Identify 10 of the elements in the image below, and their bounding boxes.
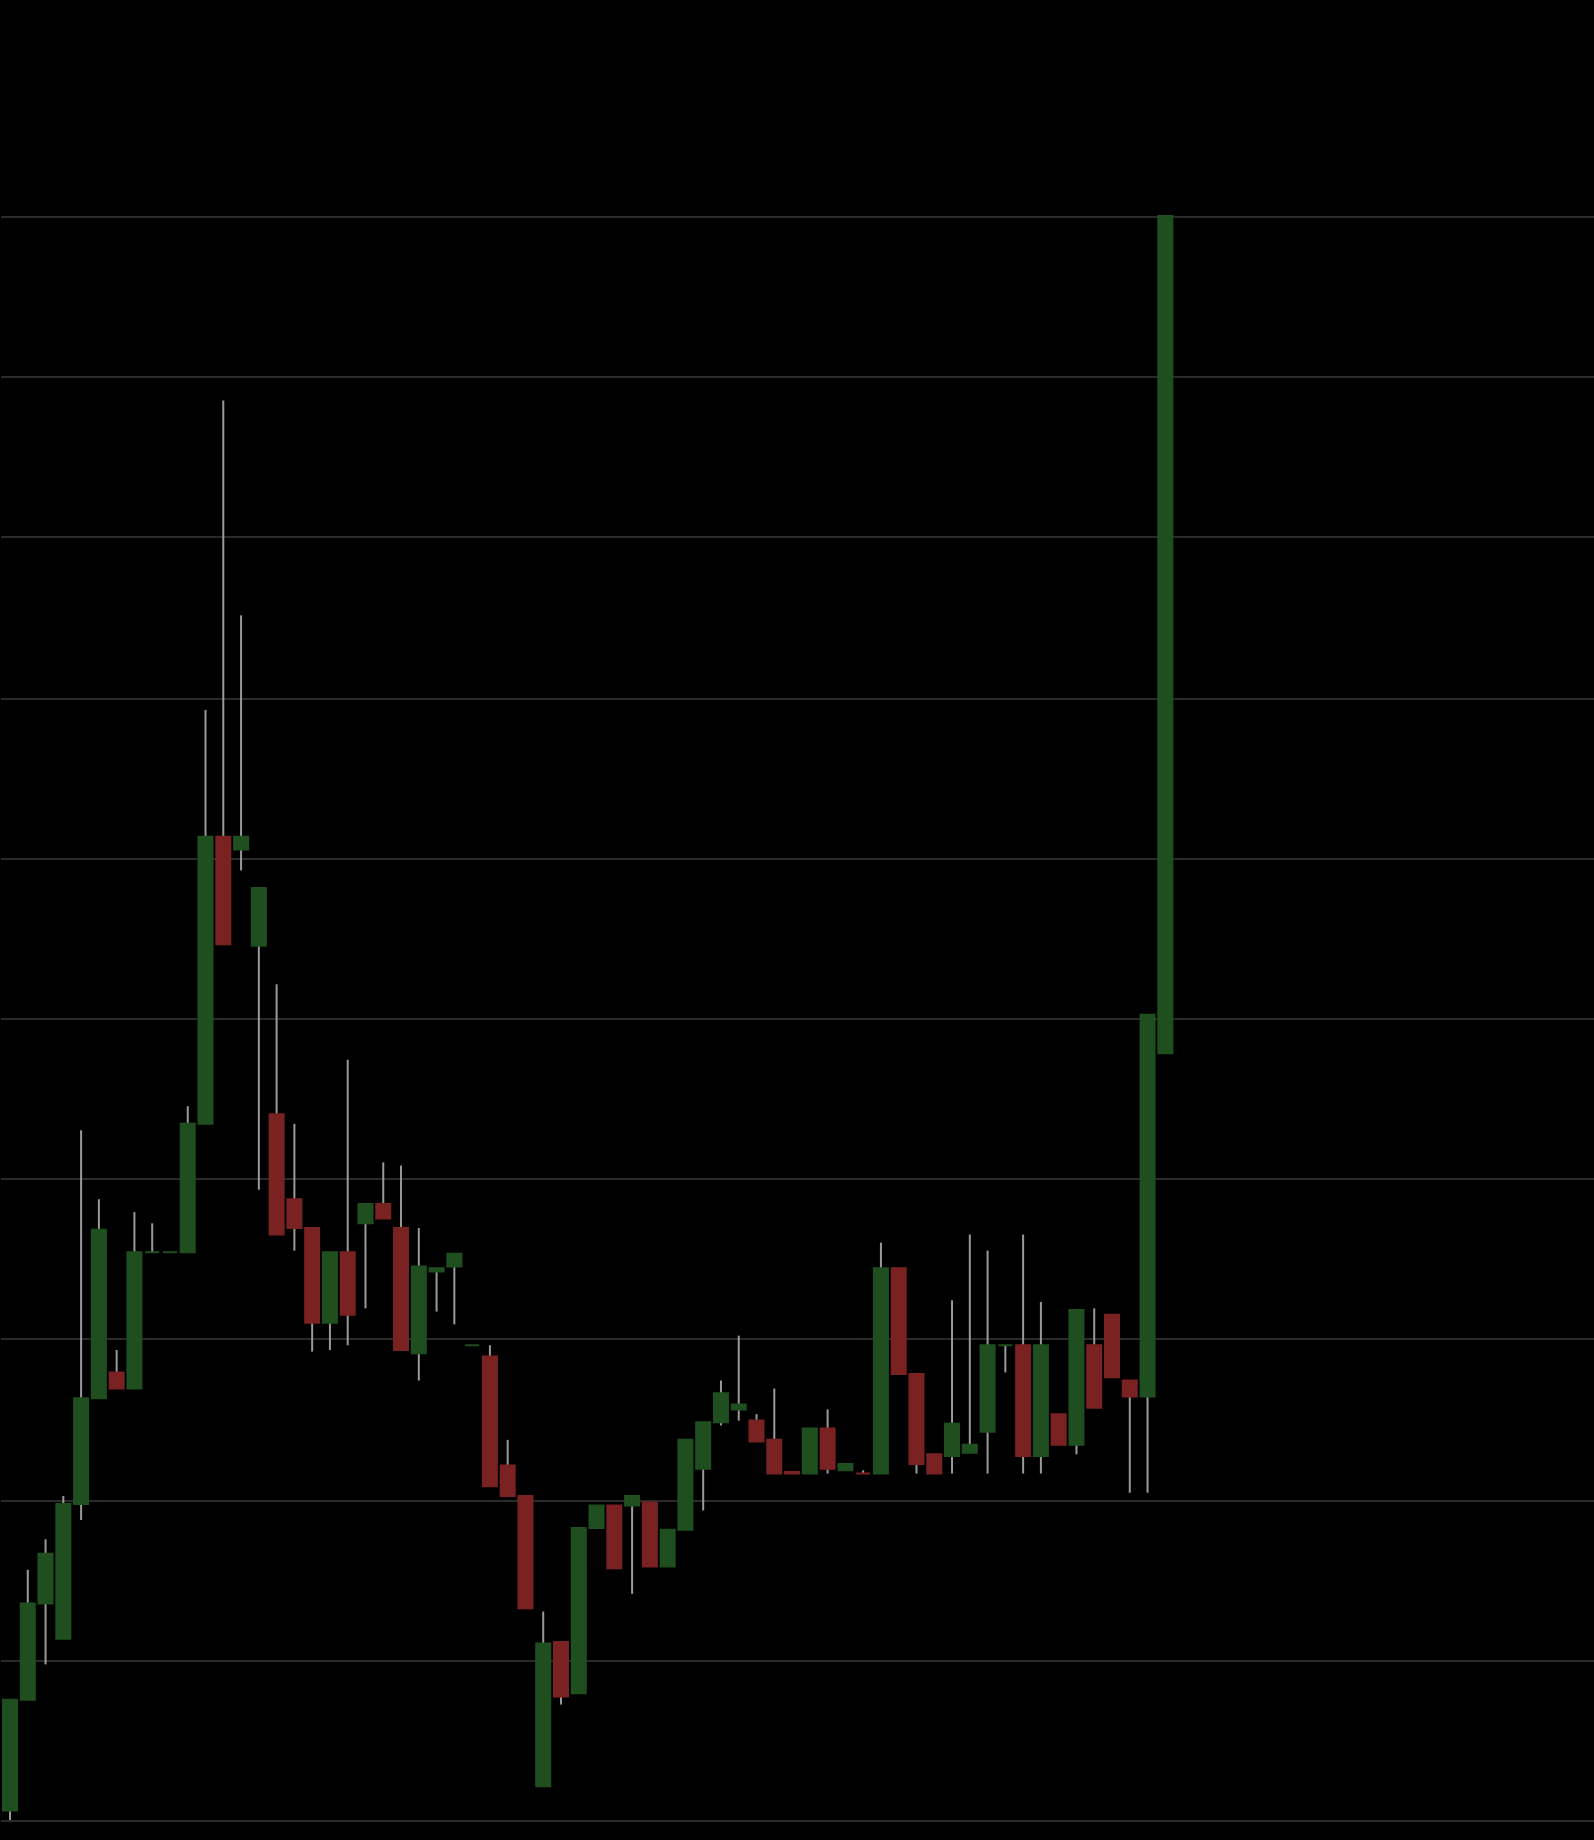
candlestick (1121, 1379, 1138, 1494)
candlestick (819, 1408, 836, 1475)
candlestick (801, 1427, 818, 1475)
candlestick (375, 1161, 392, 1220)
candlestick (108, 1349, 125, 1390)
candlestick (357, 1203, 374, 1310)
candlestick (624, 1494, 641, 1595)
candlestick (233, 614, 250, 872)
candlestick (855, 1469, 872, 1475)
candlestick (1050, 1413, 1067, 1446)
